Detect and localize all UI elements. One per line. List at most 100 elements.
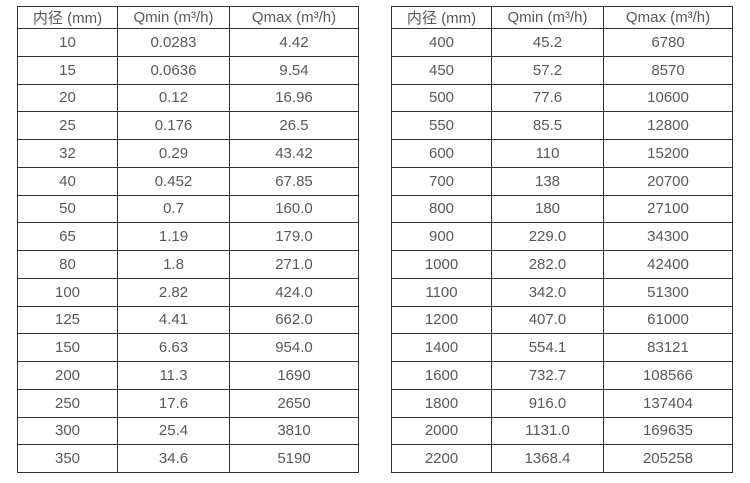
table-cell: 169635 xyxy=(603,416,733,446)
table-row: 100 2.82 424.0 xyxy=(17,277,359,307)
table-cell: 2000 xyxy=(391,416,492,446)
table-cell: 50 xyxy=(17,194,118,224)
table-cell: 10 xyxy=(17,28,118,57)
table-row: 400 45.2 6780 xyxy=(391,28,733,57)
table-cell: 11.3 xyxy=(117,361,230,390)
table-cell: 15 xyxy=(17,55,118,85)
table-cell: 0.176 xyxy=(117,111,230,140)
table-cell: 45.2 xyxy=(491,28,604,57)
table-cell: 954.0 xyxy=(229,333,359,362)
table-row: 20 0.12 16.96 xyxy=(17,83,359,113)
table-cell: 57.2 xyxy=(491,55,604,85)
table-row: 450 57.2 8570 xyxy=(391,55,733,85)
table-header: 内径 (mm) Qmin (m³/h) Qmax (m³/h) xyxy=(17,6,359,29)
table-row: 350 34.6 5190 xyxy=(17,444,359,473)
table-cell: 732.7 xyxy=(491,361,604,390)
table-cell: 27100 xyxy=(603,194,733,224)
header-qmin: Qmin (m³/h) xyxy=(491,6,604,29)
table-cell: 554.1 xyxy=(491,333,604,362)
table-cell: 350 xyxy=(17,444,118,473)
table-cell: 282.0 xyxy=(491,250,604,279)
table-row: 1600 732.7 108566 xyxy=(391,361,733,390)
table-row: 1400 554.1 83121 xyxy=(391,333,733,362)
table-cell: 65 xyxy=(17,222,118,251)
table-header: 内径 (mm) Qmin (m³/h) Qmax (m³/h) xyxy=(391,6,733,29)
table-cell: 229.0 xyxy=(491,222,604,251)
table-cell: 12800 xyxy=(603,111,733,140)
table-cell: 0.0283 xyxy=(117,28,230,57)
table-cell: 34.6 xyxy=(117,444,230,473)
table-row: 600 110 15200 xyxy=(391,139,733,168)
table-cell: 662.0 xyxy=(229,305,359,335)
header-qmin: Qmin (m³/h) xyxy=(117,6,230,29)
table-cell: 1800 xyxy=(391,388,492,418)
table-cell: 150 xyxy=(17,333,118,362)
table-cell: 1100 xyxy=(391,277,492,307)
table-cell: 1368.4 xyxy=(491,444,604,473)
header-inner-diameter: 内径 (mm) xyxy=(391,6,492,29)
table-cell: 138 xyxy=(491,166,604,196)
table-row: 25 0.176 26.5 xyxy=(17,111,359,140)
table-cell: 1131.0 xyxy=(491,416,604,446)
table-body: 10 0.0283 4.42 15 0.0636 9.54 20 0.12 16.96 25 0.1… xyxy=(17,28,359,473)
table-cell: 424.0 xyxy=(229,277,359,307)
table-cell: 200 xyxy=(17,361,118,390)
header-row: 内径 (mm) Qmin (m³/h) Qmax (m³/h) xyxy=(17,6,359,29)
table-cell: 300 xyxy=(17,416,118,446)
table-row: 10 0.0283 4.42 xyxy=(17,28,359,57)
table-cell: 25.4 xyxy=(117,416,230,446)
table-cell: 77.6 xyxy=(491,83,604,113)
header-inner-diameter: 内径 (mm) xyxy=(17,6,118,29)
table-cell: 10600 xyxy=(603,83,733,113)
table-cell: 17.6 xyxy=(117,388,230,418)
table-cell: 5190 xyxy=(229,444,359,473)
table-cell: 26.5 xyxy=(229,111,359,140)
table-row: 1100 342.0 51300 xyxy=(391,277,733,307)
table-cell: 500 xyxy=(391,83,492,113)
table-cell: 0.29 xyxy=(117,139,230,168)
table-cell: 2.82 xyxy=(117,277,230,307)
table-cell: 1400 xyxy=(391,333,492,362)
table-cell: 1600 xyxy=(391,361,492,390)
table-row: 550 85.5 12800 xyxy=(391,111,733,140)
header-row: 内径 (mm) Qmin (m³/h) Qmax (m³/h) xyxy=(391,6,733,29)
table-cell: 0.7 xyxy=(117,194,230,224)
table-cell: 180 xyxy=(491,194,604,224)
table-cell: 450 xyxy=(391,55,492,85)
table-cell: 40 xyxy=(17,166,118,196)
table-cell: 6780 xyxy=(603,28,733,57)
table-cell: 0.0636 xyxy=(117,55,230,85)
table-row: 15 0.0636 9.54 xyxy=(17,55,359,85)
table-row: 700 138 20700 xyxy=(391,166,733,196)
table-cell: 342.0 xyxy=(491,277,604,307)
table-cell: 179.0 xyxy=(229,222,359,251)
table-cell: 4.41 xyxy=(117,305,230,335)
table-cell: 8570 xyxy=(603,55,733,85)
table-cell: 110 xyxy=(491,139,604,168)
table-cell: 16.96 xyxy=(229,83,359,113)
table-cell: 600 xyxy=(391,139,492,168)
table-cell: 25 xyxy=(17,111,118,140)
table-row: 300 25.4 3810 xyxy=(17,416,359,446)
table-cell: 400 xyxy=(391,28,492,57)
table-cell: 1690 xyxy=(229,361,359,390)
table-row: 2000 1131.0 169635 xyxy=(391,416,733,446)
table-row: 65 1.19 179.0 xyxy=(17,222,359,251)
table-cell: 43.42 xyxy=(229,139,359,168)
table-cell: 20700 xyxy=(603,166,733,196)
table-cell: 1.8 xyxy=(117,250,230,279)
table-cell: 700 xyxy=(391,166,492,196)
table-row: 32 0.29 43.42 xyxy=(17,139,359,168)
table-cell: 9.54 xyxy=(229,55,359,85)
table-cell: 15200 xyxy=(603,139,733,168)
table-cell: 0.12 xyxy=(117,83,230,113)
table-cell: 108566 xyxy=(603,361,733,390)
table-row: 800 180 27100 xyxy=(391,194,733,224)
table-row: 250 17.6 2650 xyxy=(17,388,359,418)
table-cell: 271.0 xyxy=(229,250,359,279)
table-cell: 83121 xyxy=(603,333,733,362)
table-row: 1200 407.0 61000 xyxy=(391,305,733,335)
table-cell: 67.85 xyxy=(229,166,359,196)
table-cell: 61000 xyxy=(603,305,733,335)
table-cell: 4.42 xyxy=(229,28,359,57)
